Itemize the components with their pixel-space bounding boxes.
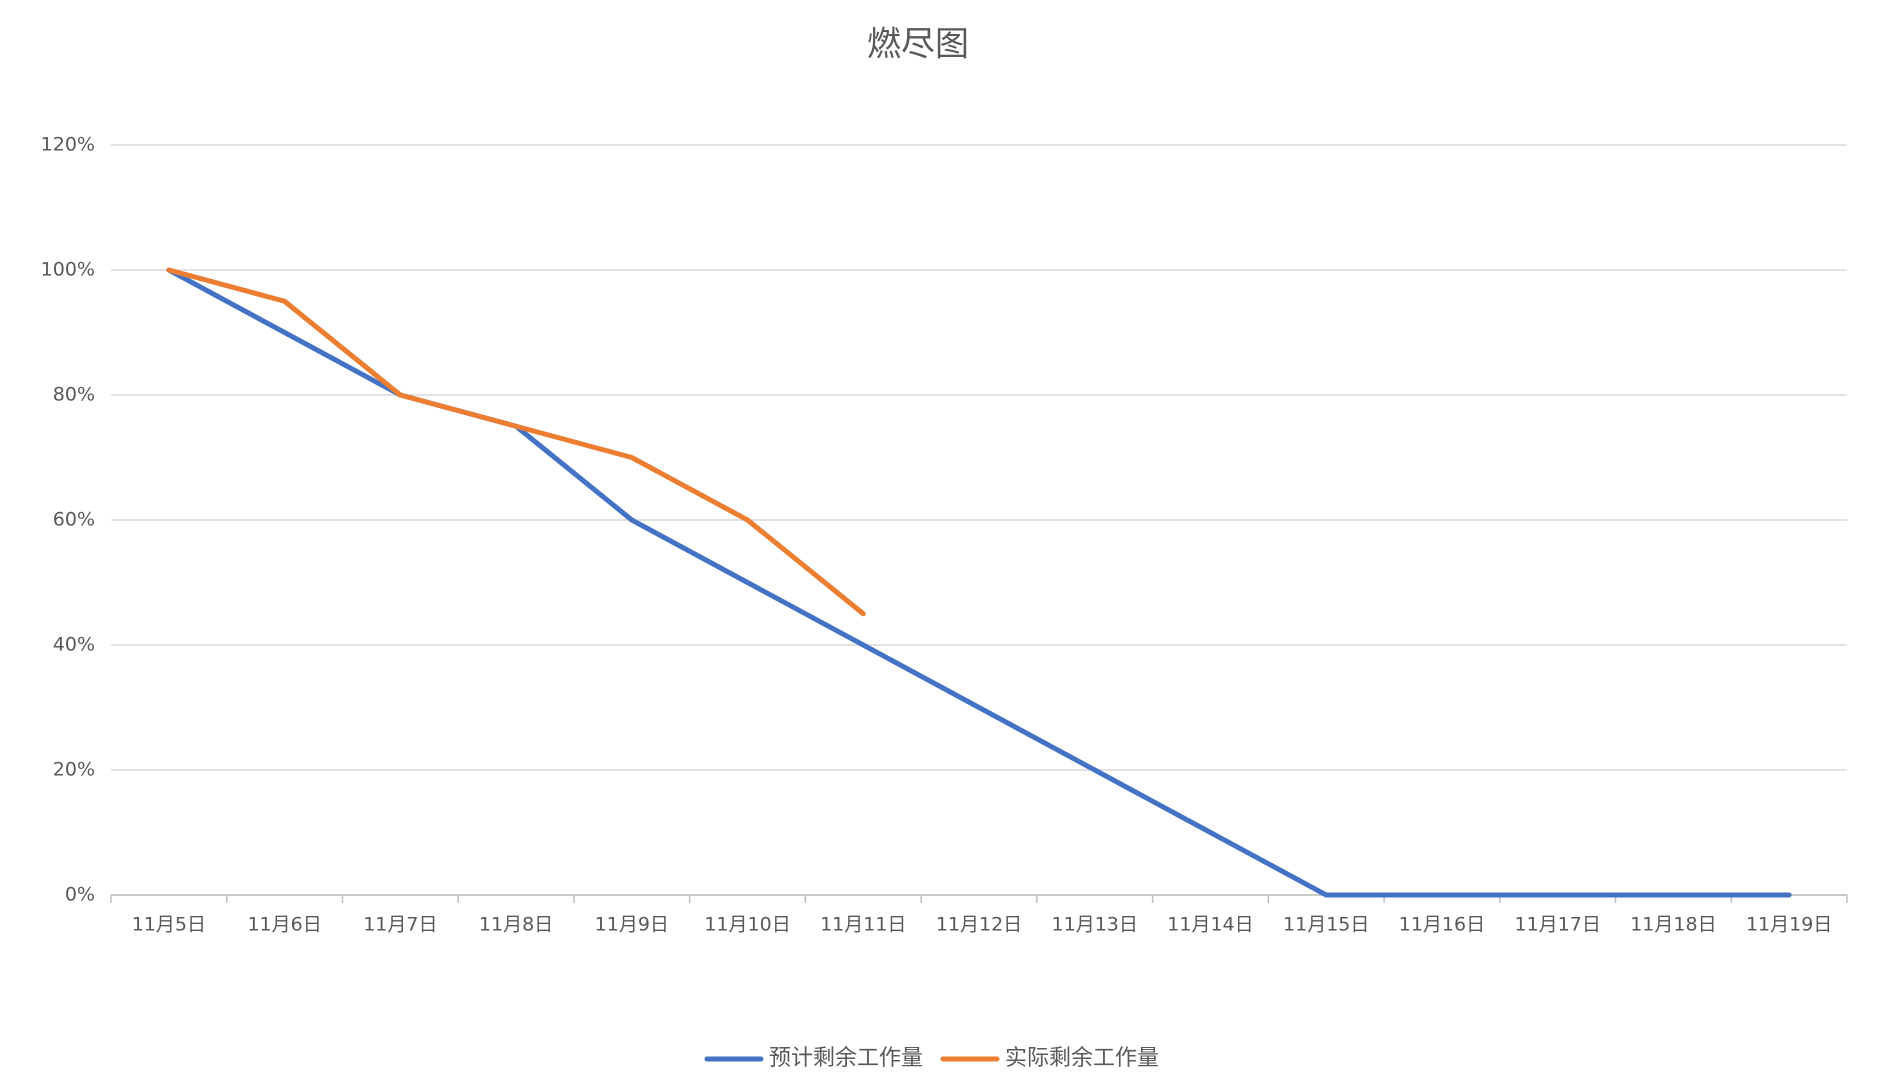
chart-title: 燃尽图 [867,25,969,65]
x-tick-label: 11月13日 [1052,914,1138,936]
x-tick-label: 11月17日 [1514,914,1600,936]
y-tick-label: 100% [41,259,95,281]
legend-label: 预计剩余工作量 [769,1046,923,1071]
x-tick-label: 11月18日 [1630,914,1716,936]
x-tick-label: 11月12日 [936,914,1022,936]
series-line [166,267,866,617]
x-tick-label: 11月14日 [1167,914,1253,936]
y-tick-label: 60% [53,509,95,531]
x-tick-label: 11月19日 [1746,914,1832,936]
x-tick-label: 11月9日 [595,914,669,936]
x-tick-label: 11月8日 [479,914,553,936]
y-tick-label: 80% [53,384,95,406]
y-tick-label: 40% [53,634,95,656]
x-tick-label: 11月6日 [247,914,321,936]
y-tick-label: 120% [41,134,95,156]
x-tick-label: 11月15日 [1283,914,1369,936]
x-tick-label: 11月11日 [820,914,906,936]
x-tick-label: 11月16日 [1399,914,1485,936]
y-tick-label: 20% [53,759,95,781]
y-tick-label: 0% [65,884,95,906]
x-tick-label: 11月5日 [132,914,206,936]
x-tick-label: 11月7日 [363,914,437,936]
x-tick-label: 11月10日 [704,914,790,936]
legend-label: 实际剩余工作量 [1005,1046,1159,1071]
